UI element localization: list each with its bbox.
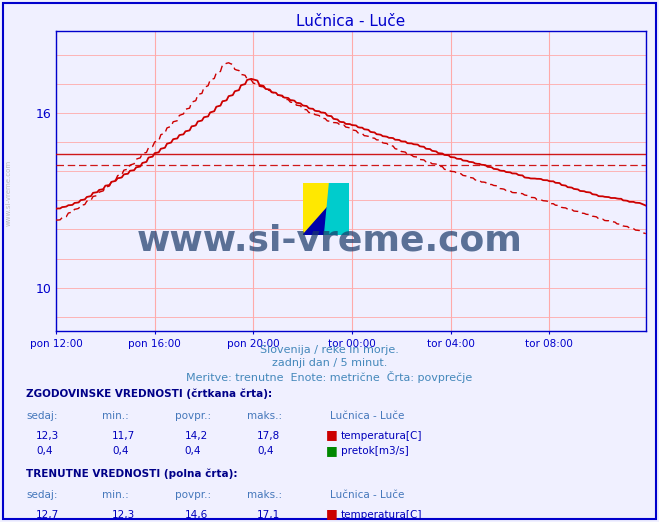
Text: Meritve: trenutne  Enote: metrične  Črta: povprečje: Meritve: trenutne Enote: metrične Črta: … xyxy=(186,371,473,383)
Text: Slovenija / reke in morje.: Slovenija / reke in morje. xyxy=(260,345,399,354)
Text: 0,4: 0,4 xyxy=(112,446,129,456)
Text: maks.:: maks.: xyxy=(247,411,282,421)
Polygon shape xyxy=(303,183,349,235)
Polygon shape xyxy=(303,183,349,235)
Text: min.:: min.: xyxy=(102,411,129,421)
Text: 14,2: 14,2 xyxy=(185,431,208,441)
Text: 12,3: 12,3 xyxy=(112,510,135,520)
Text: maks.:: maks.: xyxy=(247,490,282,500)
Text: ZGODOVINSKE VREDNOSTI (črtkana črta):: ZGODOVINSKE VREDNOSTI (črtkana črta): xyxy=(26,389,272,399)
Text: povpr.:: povpr.: xyxy=(175,411,211,421)
Text: 0,4: 0,4 xyxy=(257,446,273,456)
Text: 17,1: 17,1 xyxy=(257,510,280,520)
Text: Lučnica - Luče: Lučnica - Luče xyxy=(330,490,404,500)
Text: temperatura[C]: temperatura[C] xyxy=(341,431,422,441)
Text: 12,7: 12,7 xyxy=(36,510,59,520)
Title: Lučnica - Luče: Lučnica - Luče xyxy=(297,14,405,29)
Text: pretok[m3/s]: pretok[m3/s] xyxy=(341,446,409,456)
Text: TRENUTNE VREDNOSTI (polna črta):: TRENUTNE VREDNOSTI (polna črta): xyxy=(26,468,238,479)
Text: www.si-vreme.com: www.si-vreme.com xyxy=(5,160,12,226)
Text: povpr.:: povpr.: xyxy=(175,490,211,500)
Text: 12,3: 12,3 xyxy=(36,431,59,441)
Text: min.:: min.: xyxy=(102,490,129,500)
Text: ■: ■ xyxy=(326,507,338,520)
Text: temperatura[C]: temperatura[C] xyxy=(341,510,422,520)
Text: 17,8: 17,8 xyxy=(257,431,280,441)
Polygon shape xyxy=(324,183,349,235)
Text: sedaj:: sedaj: xyxy=(26,411,58,421)
Text: 0,4: 0,4 xyxy=(185,446,201,456)
Polygon shape xyxy=(303,183,349,235)
Text: Lučnica - Luče: Lučnica - Luče xyxy=(330,411,404,421)
Text: sedaj:: sedaj: xyxy=(26,490,58,500)
Text: zadnji dan / 5 minut.: zadnji dan / 5 minut. xyxy=(272,358,387,367)
Text: www.si-vreme.com: www.si-vreme.com xyxy=(136,223,523,257)
Text: ■: ■ xyxy=(326,444,338,457)
Polygon shape xyxy=(303,183,349,235)
Text: 14,6: 14,6 xyxy=(185,510,208,520)
Text: 0,4: 0,4 xyxy=(36,446,53,456)
Text: ■: ■ xyxy=(326,428,338,441)
Text: 11,7: 11,7 xyxy=(112,431,135,441)
